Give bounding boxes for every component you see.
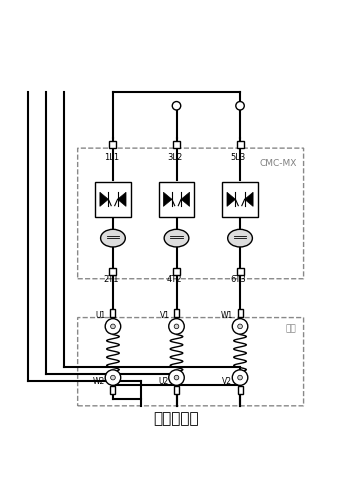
Text: U1: U1 (96, 311, 106, 320)
Polygon shape (163, 192, 172, 206)
Circle shape (110, 324, 115, 329)
Text: W2: W2 (93, 377, 105, 386)
Circle shape (110, 375, 115, 380)
Ellipse shape (101, 229, 125, 247)
Text: 电机: 电机 (286, 325, 297, 334)
Bar (174, 310, 179, 317)
Bar (173, 141, 180, 148)
Polygon shape (100, 192, 108, 206)
Bar (110, 386, 115, 394)
Polygon shape (227, 192, 235, 206)
Text: 2T1: 2T1 (103, 275, 119, 284)
Ellipse shape (164, 229, 189, 247)
Bar (109, 268, 116, 275)
Circle shape (232, 370, 248, 385)
Circle shape (105, 319, 121, 334)
Bar (222, 182, 258, 217)
Text: W1: W1 (221, 311, 233, 320)
Text: 4T2: 4T2 (167, 275, 183, 284)
Bar (238, 386, 243, 394)
Text: U2: U2 (158, 377, 169, 386)
Circle shape (174, 324, 179, 329)
Circle shape (105, 370, 121, 385)
Circle shape (174, 375, 179, 380)
Bar (174, 386, 179, 394)
Ellipse shape (228, 229, 252, 247)
Circle shape (238, 324, 243, 329)
Text: 3L2: 3L2 (167, 153, 183, 162)
Bar (110, 310, 115, 317)
Bar (95, 182, 131, 217)
Bar (109, 141, 116, 148)
Bar (237, 268, 244, 275)
Circle shape (169, 319, 184, 334)
Text: 5L3: 5L3 (231, 153, 246, 162)
Bar (173, 268, 180, 275)
Circle shape (232, 319, 248, 334)
Text: CMC-MX: CMC-MX (259, 159, 297, 168)
Text: V2: V2 (222, 377, 232, 386)
Circle shape (169, 370, 184, 385)
Text: 1L1: 1L1 (104, 153, 119, 162)
Text: 三角形内接: 三角形内接 (154, 411, 199, 426)
Circle shape (238, 375, 243, 380)
Bar (238, 310, 243, 317)
Bar (237, 141, 244, 148)
Polygon shape (118, 192, 126, 206)
Text: V1: V1 (160, 311, 169, 320)
Polygon shape (245, 192, 253, 206)
Circle shape (172, 102, 181, 110)
Polygon shape (181, 192, 190, 206)
Circle shape (236, 102, 244, 110)
Text: 6T3: 6T3 (231, 275, 246, 284)
Bar (159, 182, 194, 217)
